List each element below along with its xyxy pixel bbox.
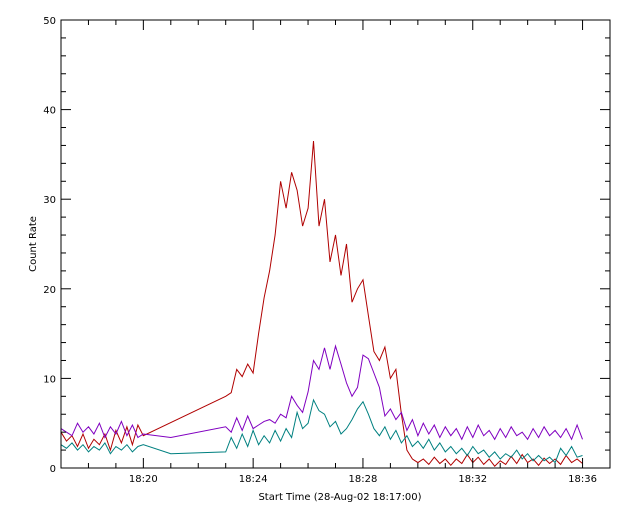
y-tick-label: 10 [43, 374, 56, 385]
y-tick-label: 40 [43, 106, 56, 117]
ticks-layer [61, 19, 611, 469]
x-tick-label: 18:24 [239, 474, 268, 485]
y-axis-title: Count Rate [28, 216, 39, 272]
x-axis-title: Start Time (28-Aug-02 18:17:00) [258, 492, 421, 503]
y-tick-label: 30 [43, 195, 56, 206]
series-line-1 [60, 140, 583, 467]
x-tick-label: 18:32 [458, 474, 487, 485]
y-tick-label: 50 [43, 16, 56, 27]
x-tick-label: 18:28 [349, 474, 378, 485]
x-tick-label: 18:20 [129, 474, 158, 485]
series-line-3 [60, 398, 583, 464]
tick-labels-layer: 18:20 18:24 18:28 18:32 18:36 0 10 20 30 40 50 [43, 16, 597, 485]
x-tick-label: 18:36 [568, 474, 597, 485]
y-tick-label: 0 [50, 464, 56, 475]
series-line-2 [60, 344, 583, 441]
series-layer [60, 140, 583, 467]
y-tick-label: 20 [43, 285, 56, 296]
